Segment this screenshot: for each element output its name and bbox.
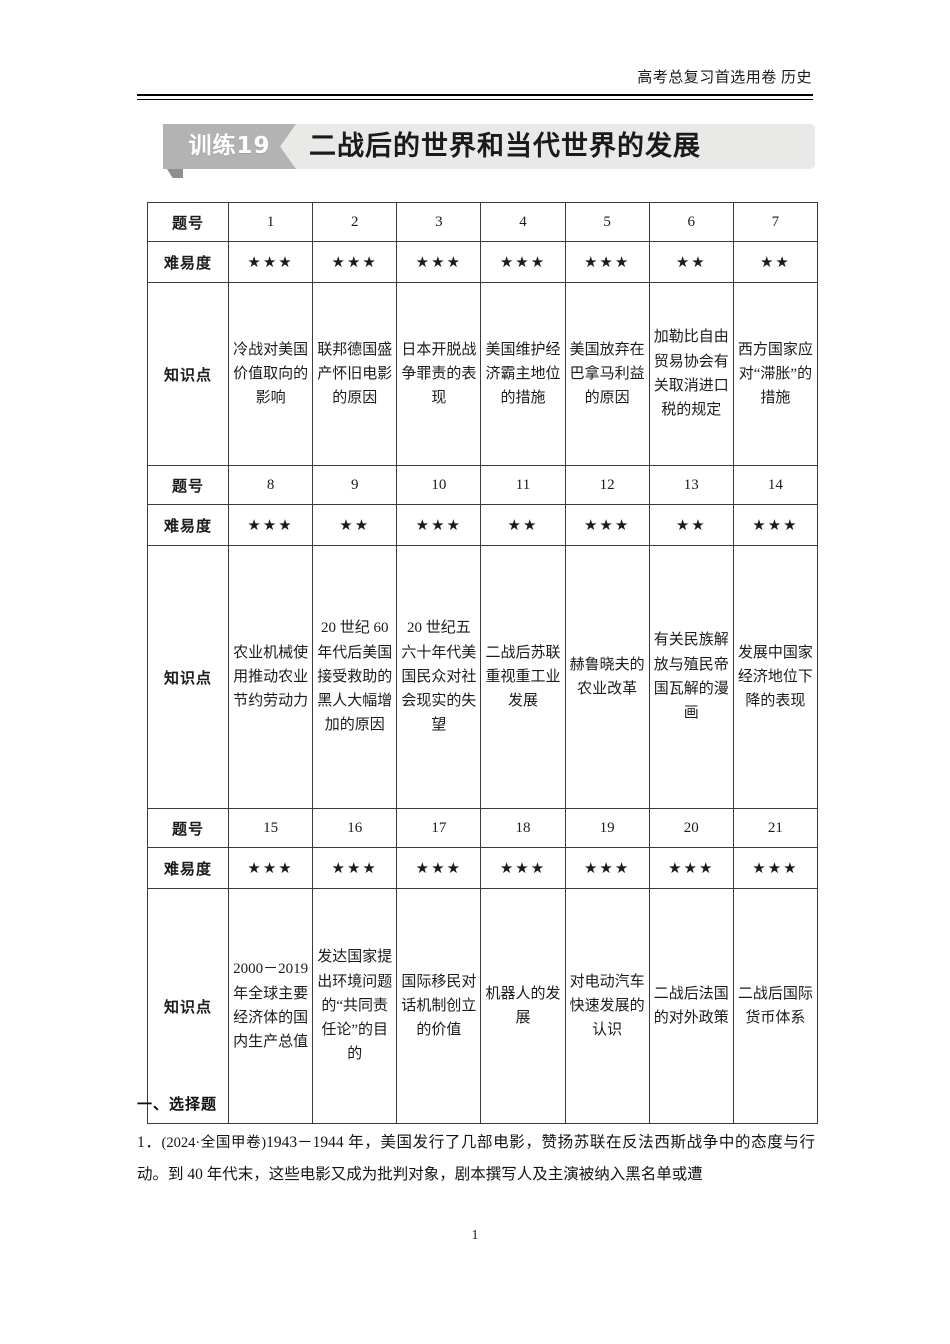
knowledge-point-cell: 西方国家应对“滞胀”的措施 [732, 282, 819, 466]
table-row: 知识点 冷战对美国价值取向的影响 联邦德国盛产怀旧电影的原因 日本开脱战争罪责的… [147, 282, 819, 466]
difficulty-stars: ★★★ [564, 241, 650, 283]
question-source: (2024·全国甲卷) [161, 1135, 267, 1151]
knowledge-point-cell: 联邦德国盛产怀旧电影的原因 [312, 282, 398, 466]
question-number-cell: 7 [732, 202, 819, 242]
knowledge-point-cell: 发达国家提出环境问题的“共同责任论”的目的 [312, 888, 398, 1124]
knowledge-point-cell: 美国维护经济霸主地位的措施 [480, 282, 566, 466]
question-number-cell: 14 [732, 465, 819, 505]
table-row: 知识点 农业机械使用推动农业节约劳动力 20 世纪 60 年代后美国接受救助的黑… [147, 545, 819, 809]
knowledge-point-cell: 农业机械使用推动农业节约劳动力 [227, 545, 314, 809]
knowledge-point-cell: 2000－2019 年全球主要经济体的国内生产总值 [227, 888, 314, 1124]
question-number-cell: 6 [648, 202, 734, 242]
question-index: 1． [137, 1134, 162, 1151]
row-label-difficulty: 难易度 [147, 241, 229, 283]
knowledge-point-cell: 冷战对美国价值取向的影响 [227, 282, 314, 466]
row-label-knowledge: 知识点 [147, 888, 229, 1124]
question-number-cell: 19 [564, 808, 650, 848]
question-number-cell: 1 [227, 202, 314, 242]
difficulty-stars: ★★★ [396, 504, 482, 546]
row-label-knowledge: 知识点 [147, 282, 229, 466]
knowledge-point-cell: 加勒比自由贸易协会有关取消进口税的规定 [648, 282, 734, 466]
question-summary-table: 题号 1 2 3 4 5 6 7 难易度 ★★★ ★★★ ★★★ ★★★ ★★★… [147, 202, 819, 1124]
page-title: 二战后的世界和当代世界的发展 [309, 131, 701, 162]
knowledge-point-cell: 20 世纪 60 年代后美国接受救助的黑人大幅增加的原因 [312, 545, 398, 809]
knowledge-point-cell: 发展中国家经济地位下降的表现 [732, 545, 819, 809]
title-banner: 训练19 二战后的世界和当代世界的发展 [163, 124, 815, 178]
knowledge-point-cell: 20 世纪五六十年代美国民众对社会现实的失望 [396, 545, 482, 809]
question-number-cell: 20 [648, 808, 734, 848]
difficulty-stars: ★★★ [396, 847, 482, 889]
difficulty-stars: ★★★ [227, 504, 314, 546]
question-number-cell: 5 [564, 202, 650, 242]
difficulty-stars: ★★★ [564, 847, 650, 889]
difficulty-stars: ★★★ [480, 847, 566, 889]
question-number-cell: 21 [732, 808, 819, 848]
difficulty-stars: ★★ [312, 504, 398, 546]
difficulty-stars: ★★★ [564, 504, 650, 546]
difficulty-stars: ★★★ [396, 241, 482, 283]
question-number-cell: 9 [312, 465, 398, 505]
question-number-cell: 11 [480, 465, 566, 505]
row-label-number: 题号 [147, 808, 229, 848]
question-item: 1．(2024·全国甲卷)1943－1944 年，美国发行了几部电影，赞扬苏联在… [137, 1127, 815, 1191]
question-number-cell: 16 [312, 808, 398, 848]
table-row: 题号 15 16 17 18 19 20 21 [147, 808, 819, 848]
row-label-number: 题号 [147, 465, 229, 505]
difficulty-stars: ★★ [648, 241, 734, 283]
difficulty-stars: ★★★ [732, 504, 819, 546]
difficulty-stars: ★★★ [732, 847, 819, 889]
row-label-number: 题号 [147, 202, 229, 242]
difficulty-stars: ★★★ [648, 847, 734, 889]
table-row: 知识点 2000－2019 年全球主要经济体的国内生产总值 发达国家提出环境问题… [147, 888, 819, 1124]
knowledge-point-cell: 对电动汽车快速发展的认识 [564, 888, 650, 1124]
running-header: 高考总复习首选用卷 历史 [637, 70, 812, 86]
difficulty-stars: ★★ [480, 504, 566, 546]
question-number-cell: 17 [396, 808, 482, 848]
question-number-cell: 10 [396, 465, 482, 505]
table-row: 难易度 ★★★ ★★★ ★★★ ★★★ ★★★ ★★★ ★★★ [147, 847, 819, 889]
difficulty-stars: ★★ [732, 241, 819, 283]
knowledge-point-cell: 美国放弃在巴拿马利益的原因 [564, 282, 650, 466]
page-number: 1 [471, 1228, 479, 1243]
row-label-difficulty: 难易度 [147, 847, 229, 889]
difficulty-stars: ★★★ [480, 241, 566, 283]
header-rule [137, 94, 813, 100]
question-number-cell: 18 [480, 808, 566, 848]
knowledge-point-cell: 二战后国际货币体系 [732, 888, 819, 1124]
table-row: 难易度 ★★★ ★★★ ★★★ ★★★ ★★★ ★★ ★★ [147, 241, 819, 283]
knowledge-point-cell: 有关民族解放与殖民帝国瓦解的漫画 [648, 545, 734, 809]
question-number-cell: 13 [648, 465, 734, 505]
badge-tail-decoration [167, 169, 183, 178]
question-number-cell: 12 [564, 465, 650, 505]
table-row: 难易度 ★★★ ★★ ★★★ ★★ ★★★ ★★ ★★★ [147, 504, 819, 546]
knowledge-point-cell: 二战后苏联重视重工业发展 [480, 545, 566, 809]
question-number-cell: 8 [227, 465, 314, 505]
knowledge-point-cell: 日本开脱战争罪责的表现 [396, 282, 482, 466]
table-row: 题号 1 2 3 4 5 6 7 [147, 202, 819, 242]
question-number-cell: 15 [227, 808, 314, 848]
section-heading: 一、选择题 [137, 1095, 218, 1113]
training-number-badge: 训练19 [163, 124, 296, 169]
difficulty-stars: ★★★ [312, 847, 398, 889]
difficulty-stars: ★★★ [312, 241, 398, 283]
question-number-cell: 4 [480, 202, 566, 242]
knowledge-point-cell: 国际移民对话机制创立的价值 [396, 888, 482, 1124]
table-row: 题号 8 9 10 11 12 13 14 [147, 465, 819, 505]
row-label-knowledge: 知识点 [147, 545, 229, 809]
row-label-difficulty: 难易度 [147, 504, 229, 546]
knowledge-point-cell: 赫鲁晓夫的农业改革 [564, 545, 650, 809]
question-number-cell: 3 [396, 202, 482, 242]
difficulty-stars: ★★★ [227, 847, 314, 889]
question-text: 1943－1944 年，美国发行了几部电影，赞扬苏联在反法西斯战争中的态度与行动… [137, 1134, 815, 1183]
question-number-cell: 2 [312, 202, 398, 242]
difficulty-stars: ★★ [648, 504, 734, 546]
difficulty-stars: ★★★ [227, 241, 314, 283]
knowledge-point-cell: 二战后法国的对外政策 [648, 888, 734, 1124]
knowledge-point-cell: 机器人的发展 [480, 888, 566, 1124]
